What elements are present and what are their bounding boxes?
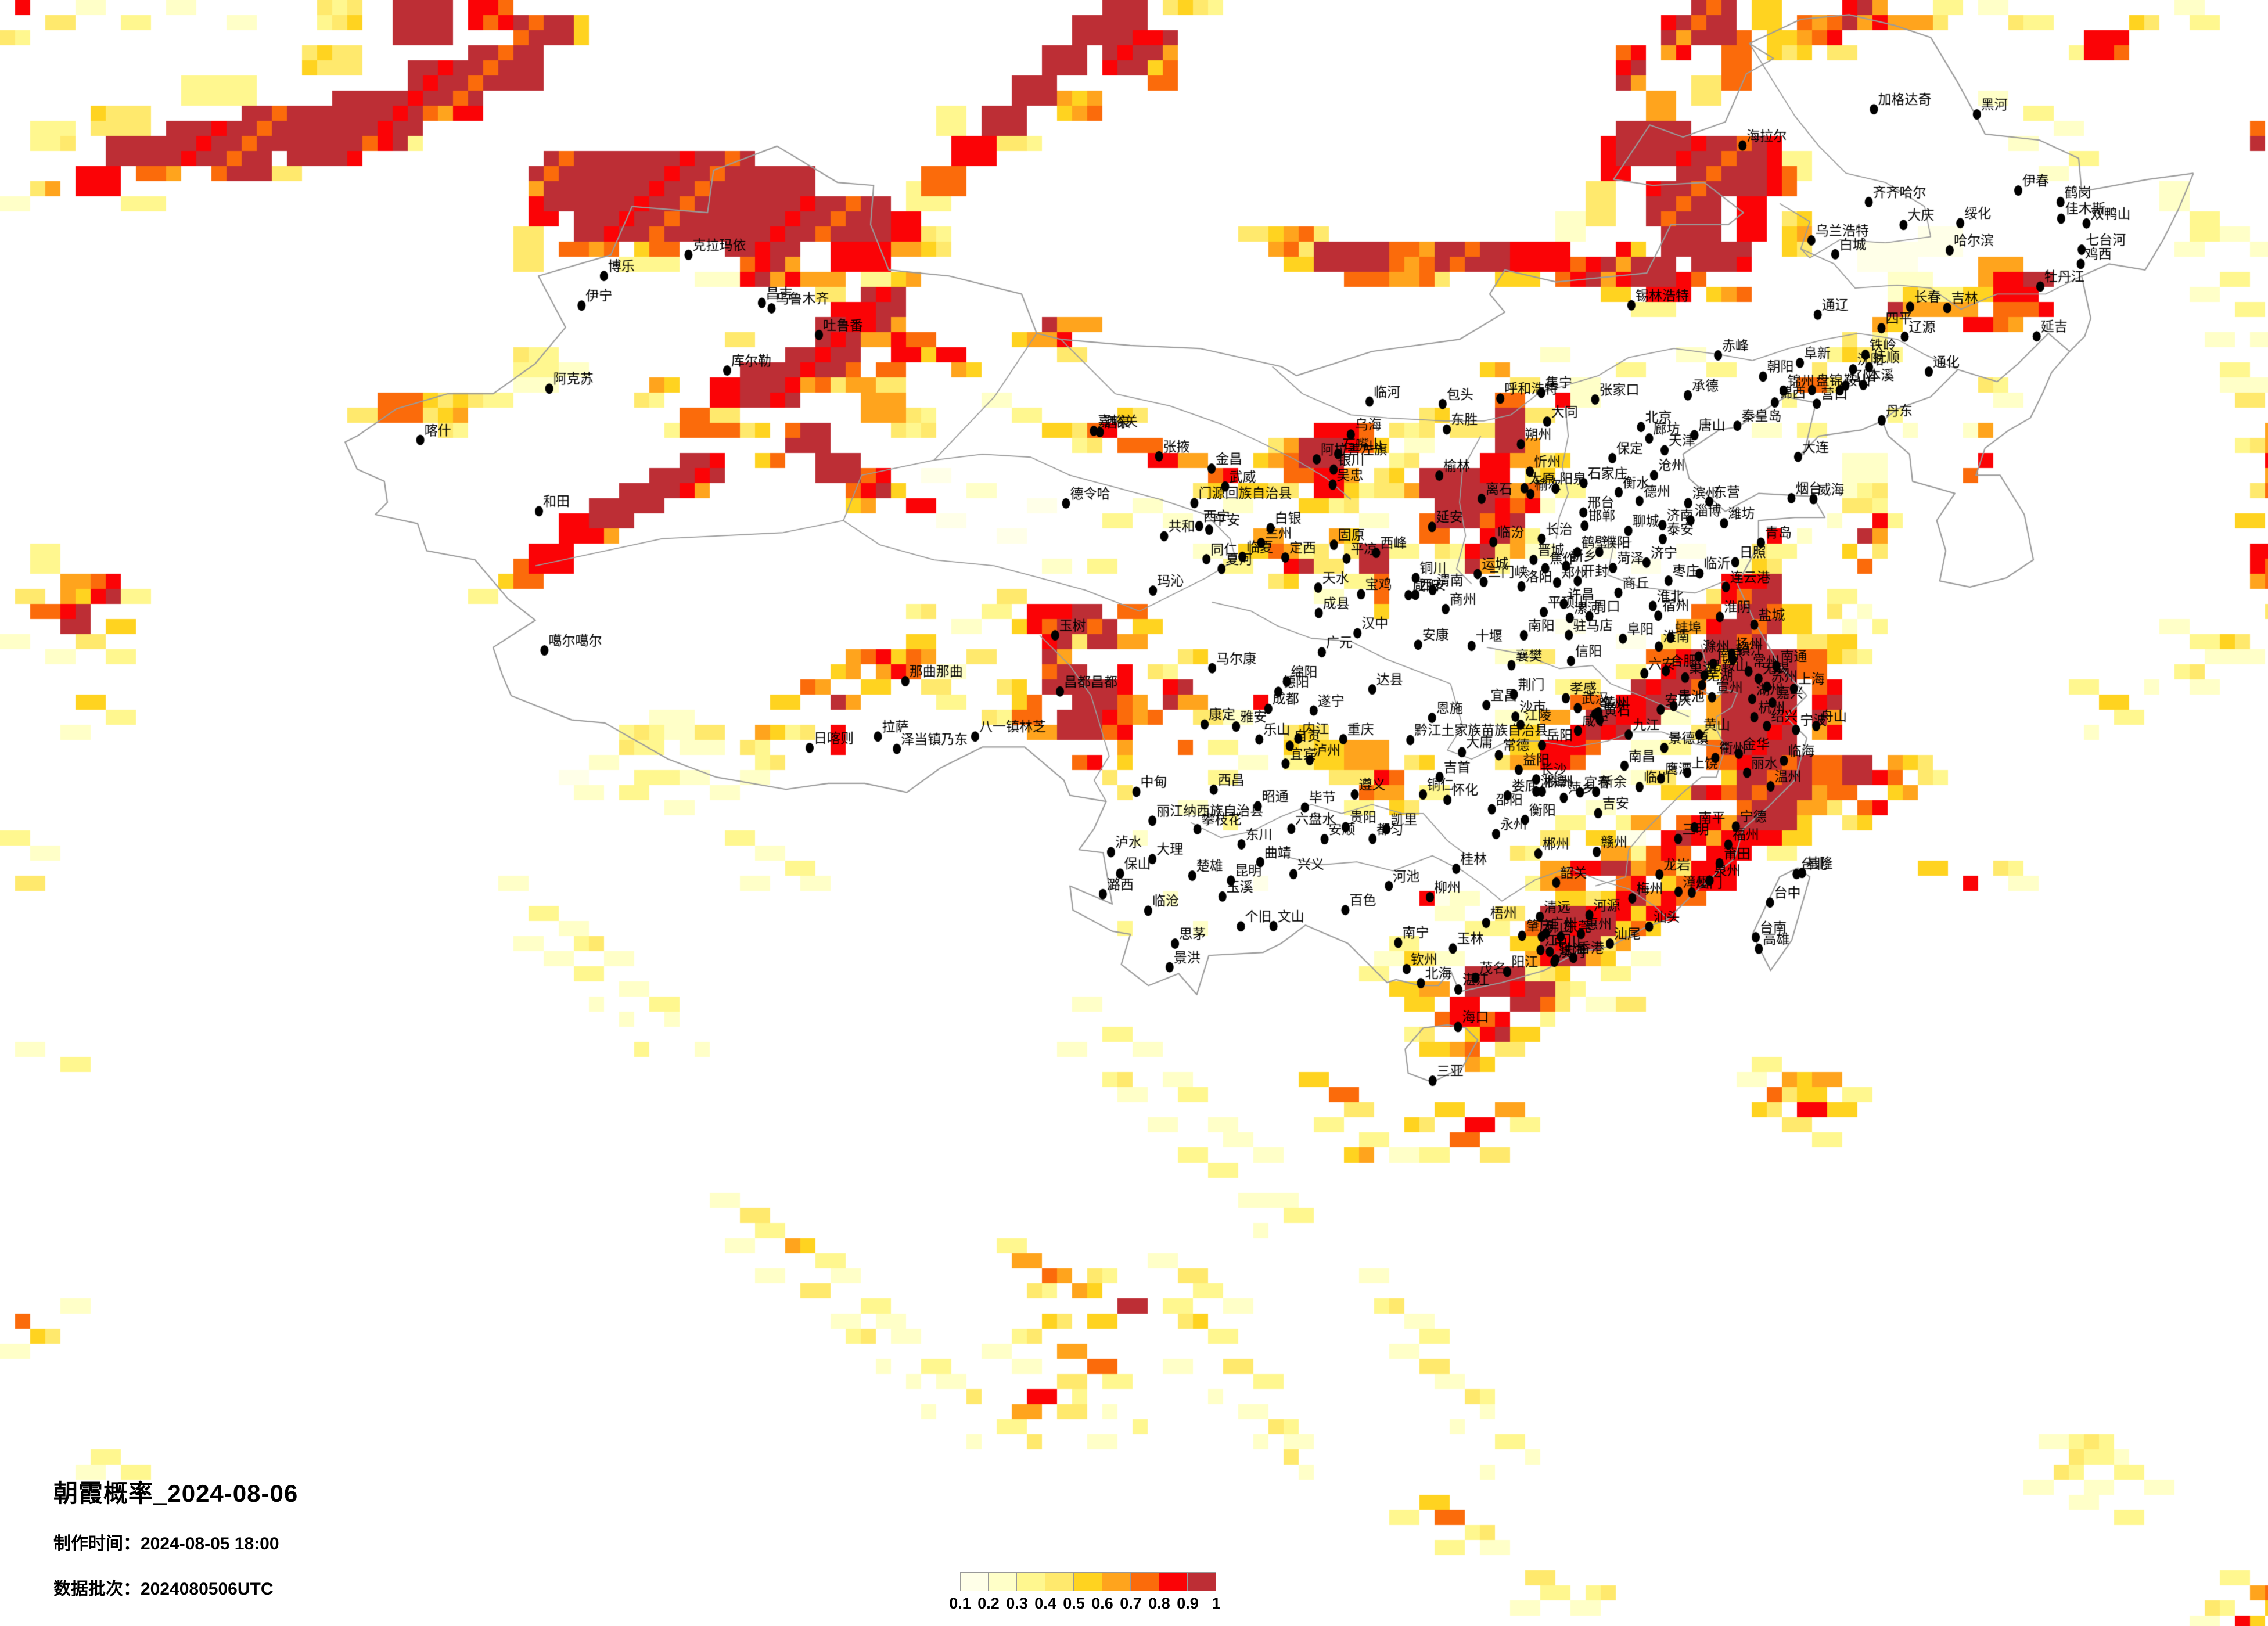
legend-swatch-0.1 <box>960 1572 989 1591</box>
production-time-line: 制作时间：2024-08-05 18:00 <box>53 1529 298 1555</box>
legend-tick-label: 0.4 <box>1034 1595 1056 1612</box>
data-batch-line: 数据批次：2024080506UTC <box>53 1574 298 1600</box>
legend-swatch-row <box>960 1572 1216 1591</box>
legend-tick-label: 0.6 <box>1091 1595 1113 1612</box>
legend-swatch-0.6 <box>1102 1572 1131 1591</box>
production-time-value: 2024-08-05 18:00 <box>141 1534 279 1553</box>
data-batch-label: 数据批次： <box>53 1580 141 1599</box>
probability-color-legend: 0.1 0.2 0.3 0.4 0.5 0.6 0.7 0.8 0.9 1 <box>949 1572 1221 1614</box>
legend-swatch-0.8 <box>1159 1572 1188 1591</box>
page-title: 朝霞概率_2024-08-06 <box>53 1480 299 1507</box>
production-time-label: 制作时间： <box>53 1534 141 1553</box>
legend-swatch-0.7 <box>1131 1572 1159 1591</box>
legend-tick-label: 0.8 <box>1148 1595 1170 1612</box>
title-block: 朝霞概率_2024-08-06 制作时间：2024-08-05 18:00 数据… <box>53 1474 298 1600</box>
legend-tick-row: 0.1 0.2 0.3 0.4 0.5 0.6 0.7 0.8 0.9 1 <box>949 1595 1220 1614</box>
legend-swatch-0.9 <box>1188 1572 1216 1591</box>
legend-tick-label: 0.5 <box>1063 1595 1085 1612</box>
legend-tick-label: 0.1 <box>949 1595 971 1612</box>
data-batch-value: 2024080506UTC <box>141 1580 274 1599</box>
legend-swatch-0.4 <box>1045 1572 1074 1591</box>
legend-tick-label: 0.9 <box>1177 1595 1199 1612</box>
legend-swatch-0.3 <box>1017 1572 1045 1591</box>
legend-tick-label: 0.3 <box>1006 1595 1028 1612</box>
legend-swatch-0.2 <box>989 1572 1017 1591</box>
legend-tick-label: 0.2 <box>977 1595 1000 1612</box>
legend-tick-label: 0.7 <box>1120 1595 1142 1612</box>
legend-swatch-0.5 <box>1074 1572 1102 1591</box>
legend-tick-label: 1 <box>1212 1595 1221 1612</box>
